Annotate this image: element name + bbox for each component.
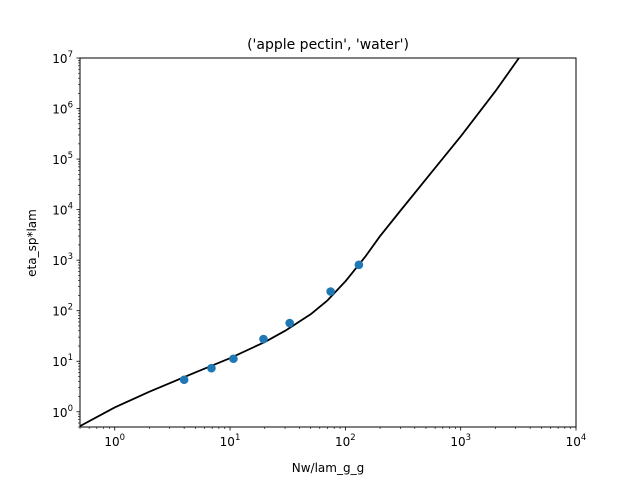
plot-frame: [79, 57, 577, 428]
y-tick-label-exponent: 5: [68, 151, 73, 161]
x-tick-label-base: 10: [220, 435, 235, 449]
x-tick-label-exponent: 2: [350, 433, 355, 443]
y-tick-label: 107: [52, 50, 73, 66]
data-point: [229, 354, 238, 364]
data-point: [285, 318, 294, 328]
y-tick-label-base: 10: [52, 305, 67, 319]
x-tick-label-exponent: 0: [120, 433, 125, 443]
x-tick-label-base: 10: [335, 435, 350, 449]
x-tick-label-base: 10: [450, 435, 465, 449]
y-tick-label-exponent: 7: [68, 50, 73, 60]
y-tick-label: 104: [52, 202, 73, 218]
y-tick-label-exponent: 3: [68, 252, 73, 262]
y-tick-label-base: 10: [52, 153, 67, 167]
x-tick-label: 100: [104, 433, 125, 449]
x-tick-label: 101: [220, 433, 241, 449]
x-tick-label-exponent: 4: [581, 433, 586, 443]
chart-title: ('apple pectin', 'water'): [247, 37, 409, 53]
x-tick-label: 102: [335, 433, 356, 449]
y-axis-label: eta_sp*lam: [25, 209, 39, 277]
y-tick-label: 100: [52, 404, 73, 420]
data-point: [179, 375, 189, 385]
y-tick-label: 106: [52, 101, 73, 117]
data-point: [354, 260, 364, 270]
x-axis-ticks: 100 101 102 103 104: [79, 427, 587, 449]
x-tick-label-exponent: 1: [235, 433, 240, 443]
data-points-layer: [179, 260, 364, 385]
x-tick-label: 104: [566, 433, 587, 449]
y-tick-label: 105: [52, 151, 73, 167]
y-tick-label-exponent: 4: [68, 202, 73, 212]
x-tick-label-exponent: 3: [466, 433, 471, 443]
y-tick-label-base: 10: [52, 406, 67, 420]
y-tick-label-exponent: 1: [68, 353, 73, 363]
x-tick-label-base: 10: [566, 435, 581, 449]
y-tick-label-base: 10: [52, 204, 67, 218]
y-tick-label-base: 10: [52, 52, 67, 66]
y-tick-label-exponent: 2: [68, 303, 73, 313]
y-tick-label-exponent: 0: [68, 404, 73, 414]
x-axis-label: Nw/lam_g_g: [292, 461, 364, 475]
y-tick-label-base: 10: [52, 103, 67, 117]
x-tick-label: 103: [450, 433, 471, 449]
y-tick-label: 102: [52, 303, 73, 319]
y-tick-label: 101: [52, 353, 73, 369]
x-tick-label-base: 10: [104, 435, 119, 449]
data-point: [259, 334, 268, 344]
y-tick-label-exponent: 6: [68, 101, 73, 111]
y-tick-label-base: 10: [52, 355, 67, 369]
y-tick-label-base: 10: [52, 254, 67, 268]
data-point: [207, 363, 216, 373]
data-point: [326, 287, 335, 296]
y-tick-label: 103: [52, 252, 73, 268]
